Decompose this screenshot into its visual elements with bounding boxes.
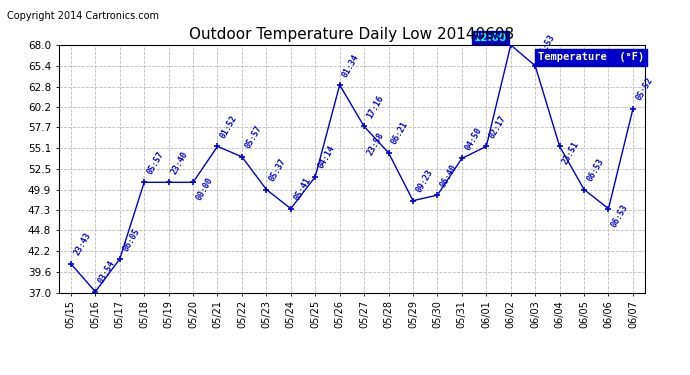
Text: 06:05: 06:05 [121, 226, 141, 253]
Text: 12:00: 12:00 [474, 33, 507, 43]
Text: Temperature  (°F): Temperature (°F) [538, 53, 644, 62]
Text: 05:57: 05:57 [146, 150, 166, 176]
Title: Outdoor Temperature Daily Low 20140608: Outdoor Temperature Daily Low 20140608 [189, 27, 515, 42]
Text: 05:57: 05:57 [243, 124, 264, 150]
Text: 02:17: 02:17 [488, 114, 508, 140]
Text: 23:43: 23:43 [72, 231, 92, 257]
Text: 01:34: 01:34 [341, 53, 361, 78]
Text: 05:52: 05:52 [634, 76, 654, 102]
Text: 04:14: 04:14 [317, 144, 337, 170]
Text: 05:53: 05:53 [536, 33, 557, 59]
Text: 03:54: 03:54 [97, 259, 117, 285]
Text: 04:50: 04:50 [463, 126, 484, 152]
Text: 00:00: 00:00 [195, 176, 215, 202]
Text: 23:40: 23:40 [170, 150, 190, 176]
Text: Copyright 2014 Cartronics.com: Copyright 2014 Cartronics.com [7, 11, 159, 21]
Text: 17:16: 17:16 [365, 94, 386, 120]
Text: 09:23: 09:23 [414, 168, 435, 194]
Text: 06:40: 06:40 [439, 162, 459, 189]
Text: 23:51: 23:51 [561, 140, 581, 166]
Text: 06:53: 06:53 [610, 202, 630, 229]
Text: 05:41: 05:41 [292, 176, 313, 202]
Text: 06:21: 06:21 [390, 120, 410, 146]
Text: 06:53: 06:53 [585, 157, 606, 183]
Text: 01:52: 01:52 [219, 114, 239, 140]
Text: 23:58: 23:58 [365, 130, 386, 157]
Text: 05:37: 05:37 [268, 157, 288, 183]
